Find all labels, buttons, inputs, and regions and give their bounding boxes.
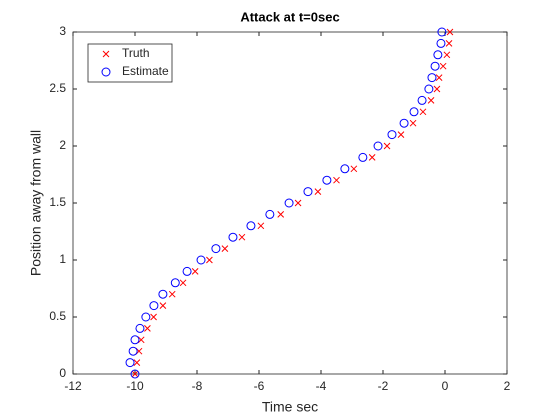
marker	[137, 336, 145, 344]
marker	[437, 27, 447, 37]
marker	[135, 323, 145, 333]
marker	[435, 74, 443, 81]
marker	[158, 289, 168, 299]
chart-title: Attack at t=0sec	[240, 9, 339, 24]
marker	[340, 164, 350, 174]
marker	[159, 302, 167, 309]
y-tick-label: 3	[59, 24, 66, 38]
marker	[170, 278, 180, 288]
marker	[277, 211, 285, 218]
marker	[373, 141, 383, 151]
marker	[303, 187, 313, 197]
marker	[206, 256, 213, 264]
marker	[399, 118, 409, 128]
y-tick-label: 0	[59, 366, 66, 380]
marker	[427, 97, 435, 104]
marker	[430, 61, 440, 71]
x-tick-label: -2	[378, 379, 389, 393]
marker	[125, 358, 135, 368]
marker	[427, 73, 437, 83]
marker	[397, 131, 405, 138]
marker	[133, 359, 141, 366]
marker	[168, 290, 176, 298]
y-tick-label: 0.5	[49, 309, 66, 323]
marker	[333, 176, 340, 184]
marker	[322, 175, 332, 185]
marker	[417, 95, 427, 105]
marker	[191, 268, 199, 275]
marker	[246, 221, 256, 231]
marker	[439, 62, 447, 70]
marker	[436, 38, 446, 48]
marker	[265, 209, 275, 219]
marker	[350, 165, 358, 173]
marker	[424, 84, 434, 94]
marker	[387, 130, 397, 140]
legend-marker	[101, 67, 111, 77]
plot-area	[72, 31, 508, 375]
x-tick-label: -8	[192, 379, 203, 393]
y-tick-label: 1	[59, 252, 66, 266]
x-axis-label: Time sec	[262, 399, 318, 415]
legend-label: Truth	[122, 46, 150, 60]
legend-label: Estimate	[122, 64, 169, 78]
marker	[314, 188, 322, 195]
marker	[433, 50, 443, 60]
marker	[179, 279, 187, 287]
y-tick-label: 1.5	[49, 195, 66, 209]
marker	[257, 222, 265, 230]
marker	[130, 335, 140, 345]
y-tick-label: 2.5	[49, 81, 66, 95]
marker	[131, 370, 139, 378]
x-tick-label: -4	[316, 379, 327, 393]
marker	[141, 312, 151, 322]
legend-marker	[102, 50, 110, 58]
marker	[284, 198, 294, 208]
y-axis-label: Position away from wall	[28, 130, 44, 276]
marker	[383, 142, 391, 150]
marker	[211, 244, 221, 254]
legend-box	[87, 43, 173, 83]
y-tick-label: 2	[59, 138, 66, 152]
marker	[221, 245, 229, 252]
marker	[149, 301, 159, 311]
x-tick-label: -6	[254, 379, 265, 393]
marker	[128, 346, 138, 356]
x-tick-label: 0	[442, 379, 449, 393]
marker	[433, 85, 441, 93]
marker	[238, 233, 246, 241]
marker	[409, 119, 417, 127]
x-tick-label: -12	[64, 379, 82, 393]
marker	[144, 325, 151, 332]
marker	[368, 154, 376, 161]
marker	[182, 266, 192, 276]
marker	[445, 40, 453, 47]
marker	[228, 232, 238, 242]
marker	[130, 369, 140, 379]
marker	[419, 108, 427, 116]
x-tick-label: -10	[126, 379, 144, 393]
x-tick-label: 2	[504, 379, 511, 393]
marker	[358, 152, 368, 162]
marker	[409, 107, 419, 117]
marker	[196, 255, 206, 265]
marker	[150, 313, 157, 321]
marker	[443, 51, 451, 59]
marker	[446, 28, 454, 36]
marker	[294, 199, 302, 207]
